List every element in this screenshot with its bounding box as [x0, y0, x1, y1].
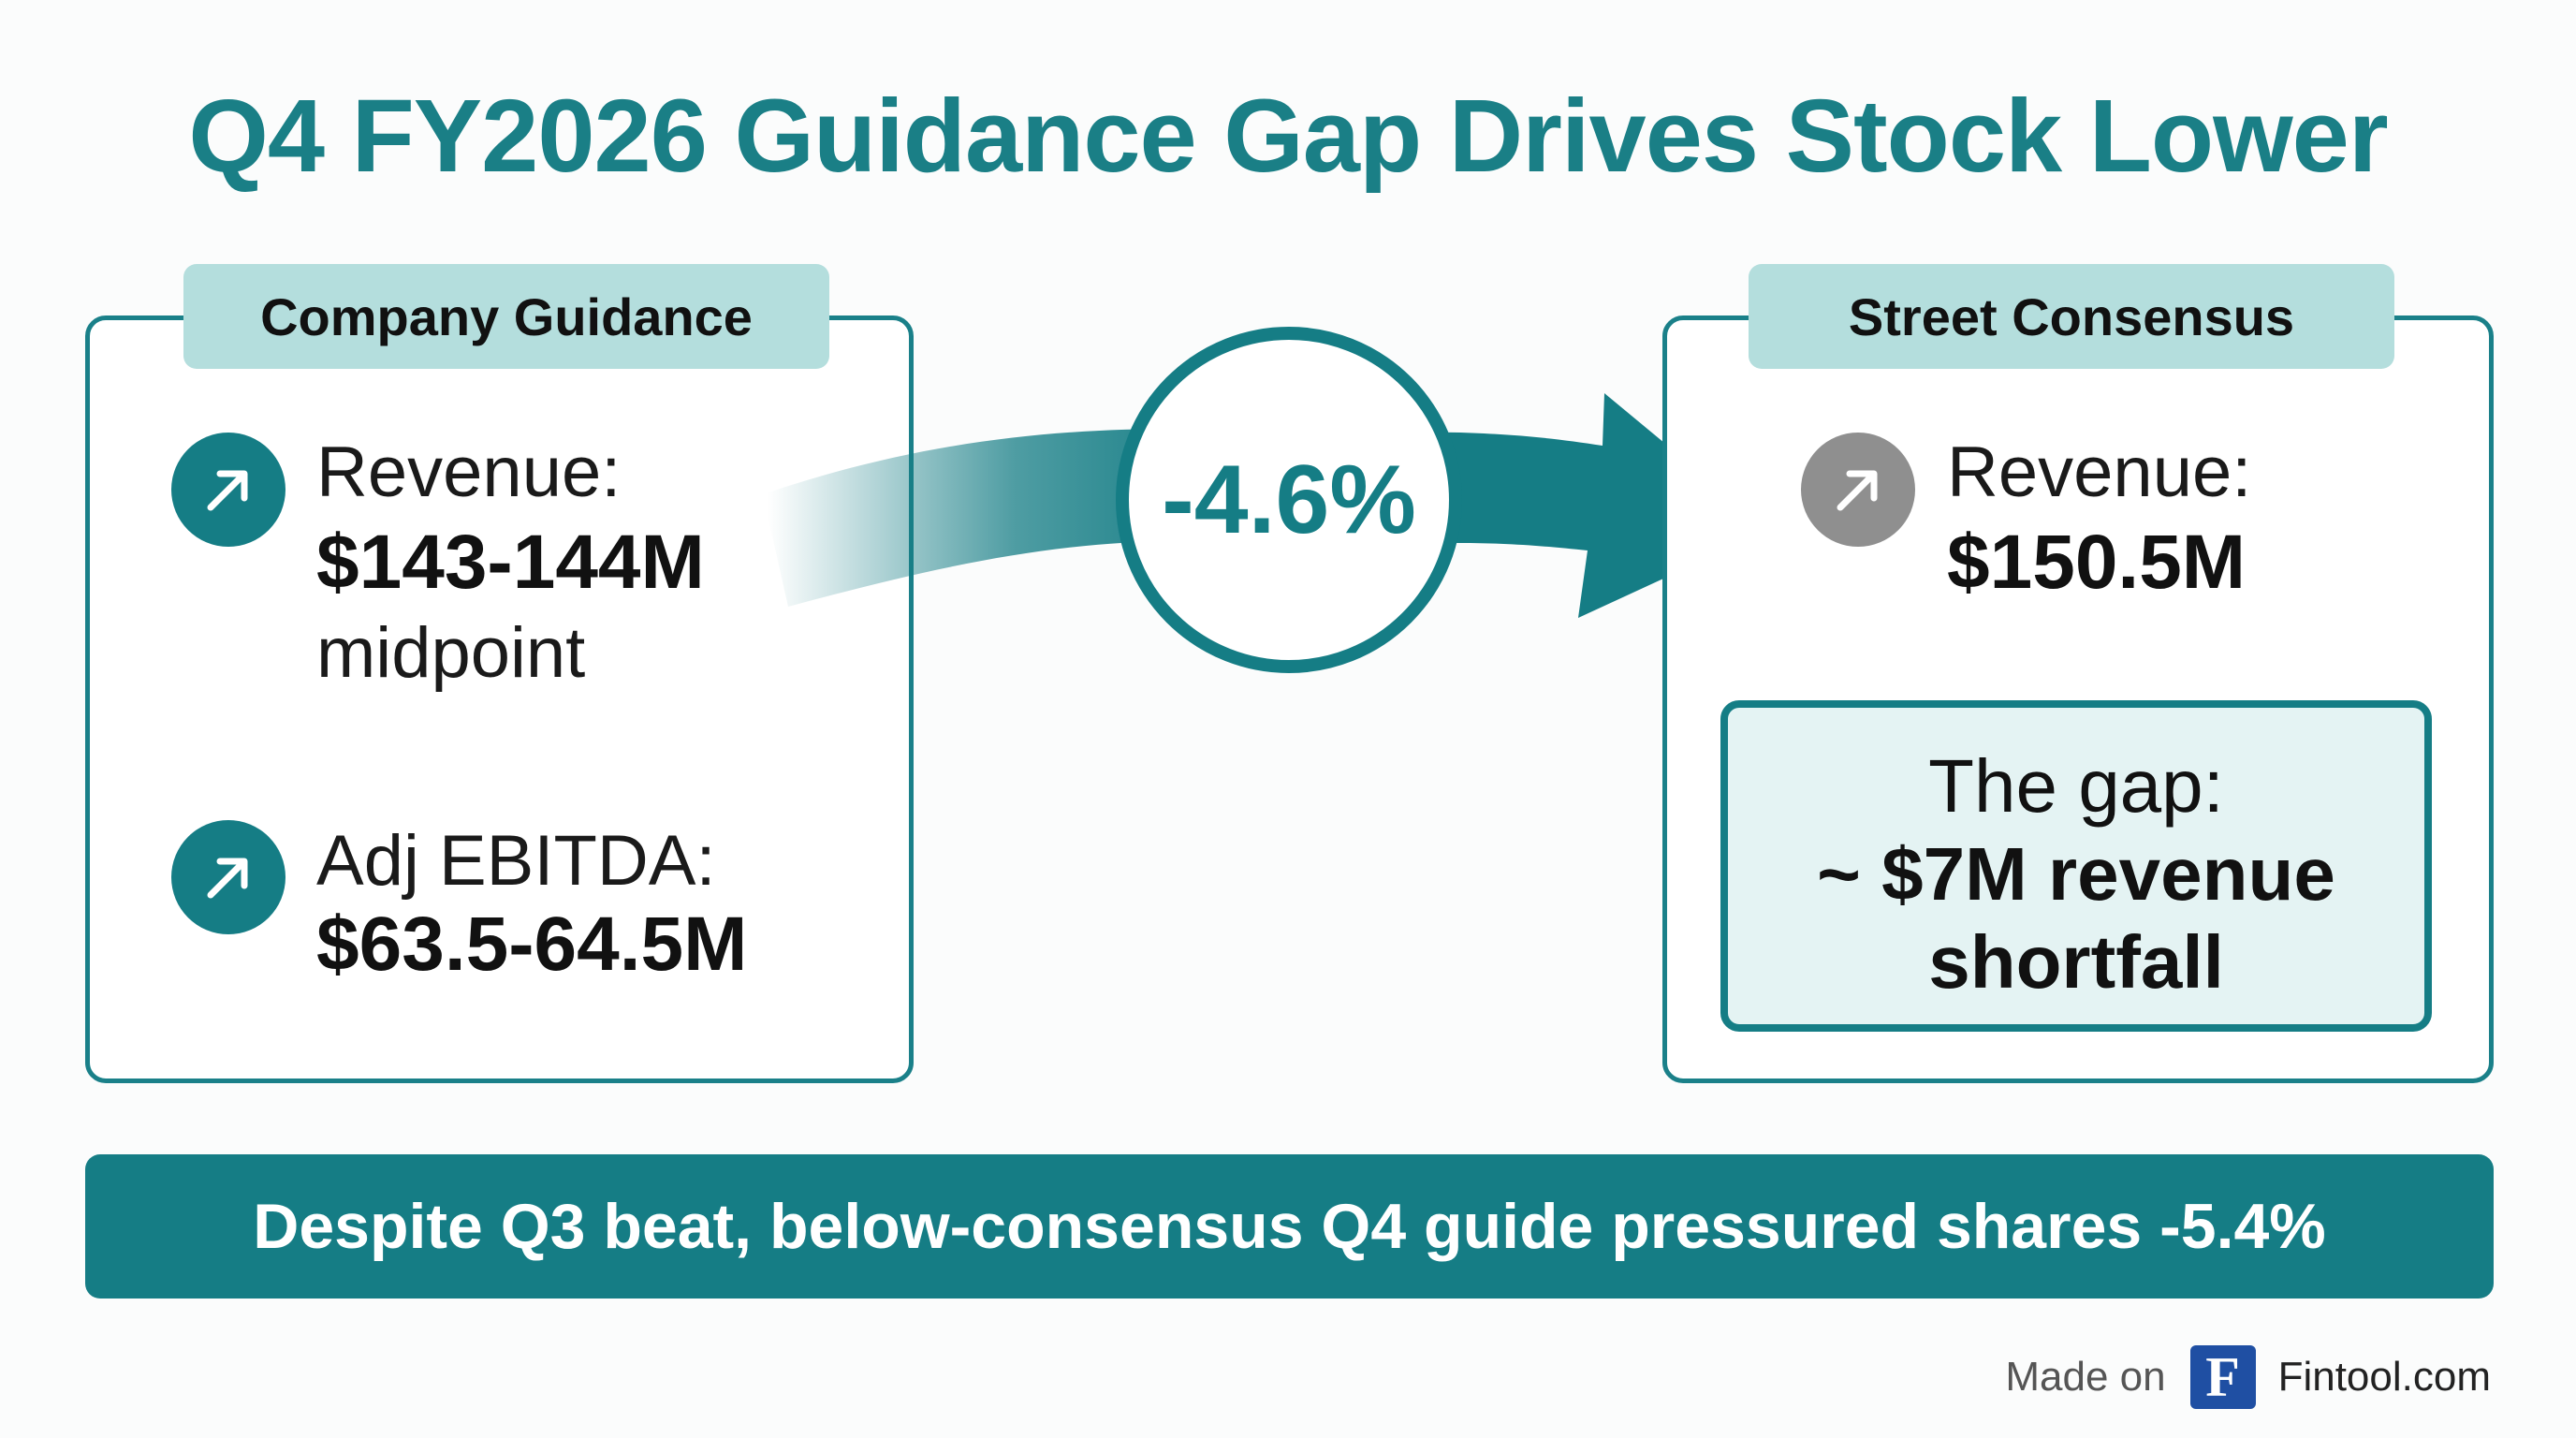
footer-attribution: Made on F Fintool.com: [2005, 1344, 2491, 1410]
guidance-revenue-value: $143-144M: [316, 520, 705, 605]
made-on-text: Made on: [2005, 1354, 2166, 1400]
guidance-ebitda-label: Adj EBITDA:: [316, 821, 716, 901]
street-consensus-label: Street Consensus: [1749, 264, 2394, 369]
gap-amount: ~ $7M revenue: [1817, 832, 2335, 916]
gap-callout: The gap: ~ $7M revenue shortfall: [1720, 700, 2432, 1032]
change-badge: -4.6%: [1116, 327, 1462, 673]
guidance-revenue-label: Revenue:: [316, 433, 622, 512]
guidance-ebitda-value: $63.5-64.5M: [316, 902, 748, 987]
consensus-revenue-value: $150.5M: [1947, 520, 2247, 605]
brand-link[interactable]: Fintool.com: [2277, 1354, 2491, 1400]
company-guidance-label: Company Guidance: [183, 264, 829, 369]
page-title: Q4 FY2026 Guidance Gap Drives Stock Lowe…: [188, 79, 2388, 194]
arrow-up-right-icon: [171, 820, 285, 934]
summary-text: Despite Q3 beat, below-consensus Q4 guid…: [253, 1191, 2326, 1262]
summary-banner: Despite Q3 beat, below-consensus Q4 guid…: [85, 1154, 2494, 1299]
gap-descriptor: shortfall: [1928, 920, 2224, 1004]
arrow-up-right-icon: [1801, 433, 1915, 547]
change-value: -4.6%: [1162, 445, 1416, 554]
gap-title: The gap:: [1928, 744, 2224, 828]
consensus-revenue-label: Revenue:: [1947, 433, 2252, 512]
fintool-logo-icon: F: [2189, 1345, 2256, 1409]
arrow-up-right-icon: [171, 433, 285, 547]
guidance-revenue-note: midpoint: [316, 613, 586, 693]
